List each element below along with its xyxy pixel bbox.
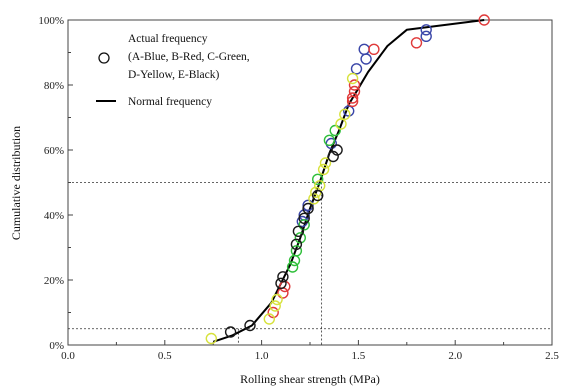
legend-actual-label-line1: Actual frequency [128, 33, 208, 45]
series-layer [205, 14, 490, 345]
y-tick-label: 80% [44, 80, 64, 92]
data-point [420, 24, 432, 36]
legend-actual-label-line2: (A-Blue, B-Red, C-Green, [128, 51, 250, 63]
legend-actual-label-line3: D-Yellow, E-Black) [128, 69, 220, 81]
x-axis-title: Rolling shear strength (MPa) [240, 372, 380, 386]
data-point [327, 150, 339, 163]
legend-normal-label: Normal frequency [128, 96, 212, 108]
y-tick-label: 60% [44, 145, 64, 157]
data-point [420, 30, 432, 42]
data-point [275, 277, 287, 289]
data-point [358, 43, 370, 55]
legend: Actual frequency (A-Blue, B-Red, C-Green… [96, 33, 250, 108]
data-point [292, 225, 305, 238]
data-point [331, 144, 343, 156]
y-axis-ticks: 0% 20% 40% 60% 80% 100% [38, 15, 73, 352]
y-tick-label: 40% [44, 210, 64, 222]
data-point [317, 163, 330, 176]
data-point [269, 300, 281, 312]
data-point [348, 79, 361, 91]
data-point [346, 92, 359, 104]
normal-frequency-line [212, 19, 485, 343]
data-point [323, 134, 336, 147]
data-point [288, 254, 301, 267]
data-point [302, 202, 314, 215]
y-axis-title: Cumulative distribution [9, 126, 23, 240]
x-tick-label: 1.0 [255, 350, 269, 362]
x-tick-label: 2.0 [448, 350, 462, 362]
x-tick-label: 0.5 [158, 350, 172, 362]
data-point [478, 14, 490, 26]
data-point [277, 287, 289, 299]
data-point [343, 105, 355, 117]
y-tick-label: 20% [44, 275, 64, 287]
data-point [350, 63, 363, 75]
legend-actual-marker [98, 52, 110, 64]
x-tick-label: 0.0 [61, 350, 75, 362]
data-point [319, 157, 332, 169]
data-point [244, 319, 256, 332]
data-point [224, 326, 237, 338]
data-point [271, 293, 283, 306]
data-point [263, 313, 275, 325]
data-point [339, 108, 351, 121]
x-axis-ticks: 0.0 0.5 1.0 1.5 2.0 2.5 [61, 340, 559, 362]
data-point [298, 212, 310, 225]
data-point [277, 271, 289, 283]
data-point [286, 261, 299, 273]
data-point [298, 219, 310, 231]
x-tick-label: 1.5 [352, 350, 366, 362]
data-point [329, 124, 341, 137]
data-point [346, 72, 359, 85]
data-point [290, 238, 303, 251]
data-point [267, 306, 279, 319]
reference-lines [68, 182, 552, 345]
data-point [346, 95, 359, 108]
data-point [312, 189, 324, 202]
data-point [410, 37, 423, 49]
x-tick-label: 2.5 [545, 350, 559, 362]
data-point [294, 232, 306, 244]
data-point [308, 193, 320, 205]
data-point [312, 173, 324, 186]
data-point [335, 118, 347, 130]
y-tick-label: 0% [49, 340, 64, 352]
data-point [360, 53, 372, 65]
data-point [302, 199, 314, 212]
data-point [368, 43, 380, 55]
data-point [205, 332, 218, 345]
y-tick-label: 100% [38, 15, 64, 27]
